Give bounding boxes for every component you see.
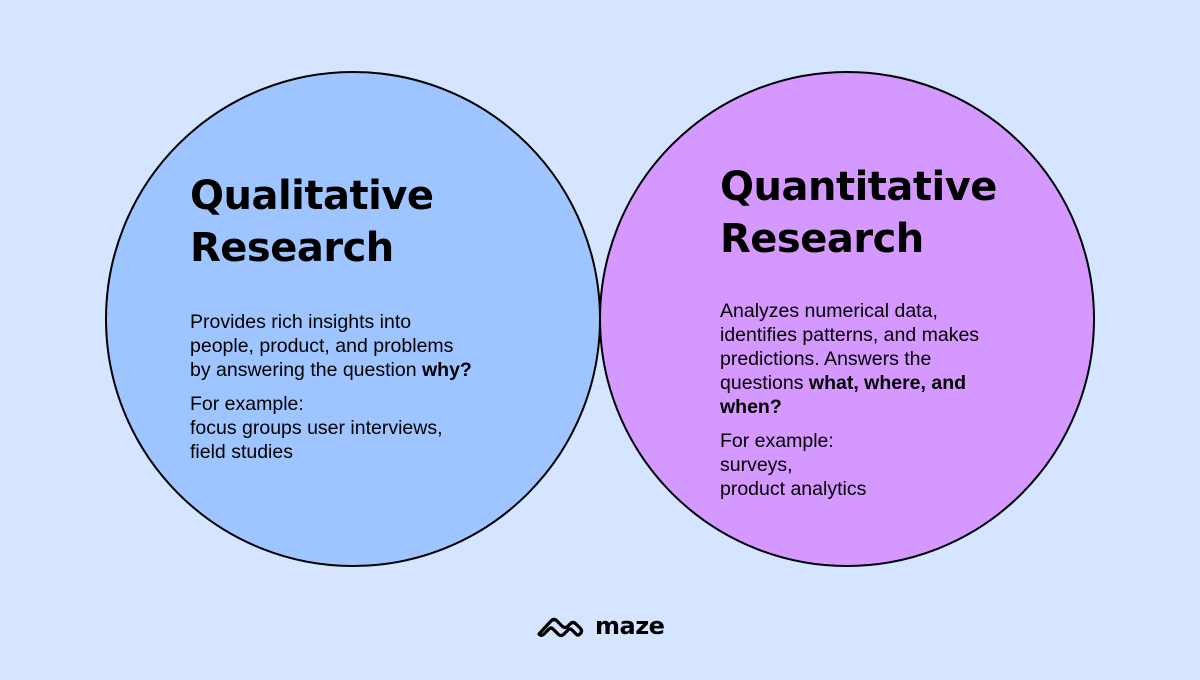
quantitative-circle-outline — [599, 71, 1095, 567]
qualitative-desc-line2: people, product, and problems — [190, 335, 454, 357]
qualitative-title: Qualitative Research — [190, 170, 434, 274]
quantitative-examples: For example: surveys, product analytics — [720, 429, 1020, 501]
quantitative-example-line2: product analytics — [720, 478, 867, 500]
quantitative-question-words-end: when? — [720, 396, 782, 418]
quantitative-desc-line3: predictions. Answers the — [720, 348, 932, 370]
quantitative-circle — [600, 72, 1094, 566]
quantitative-example-line1: surveys, — [720, 454, 793, 476]
quantitative-desc-line2: identifies patterns, and makes — [720, 324, 980, 346]
qualitative-desc-line3: by answering the question why? — [190, 358, 500, 382]
qualitative-example-label: For example: — [190, 393, 304, 415]
qualitative-example-line2: field studies — [190, 441, 293, 463]
quantitative-question-words: what, where, and — [808, 372, 967, 394]
qualitative-desc-line3-text: by answering the question — [190, 359, 422, 381]
qualitative-question-word: why? — [421, 359, 472, 381]
brand-name: maze — [595, 612, 665, 640]
quantitative-description: Analyzes numerical data, identifies patt… — [720, 299, 1020, 501]
qualitative-circle — [106, 72, 600, 566]
quantitative-title: Quantitative Research — [720, 161, 997, 265]
qualitative-examples: For example: focus groups user interview… — [190, 392, 500, 464]
quantitative-desc-line5: when? — [720, 395, 1020, 419]
quantitative-example-label: For example: — [720, 430, 834, 452]
qualitative-title-line2: Research — [190, 225, 394, 271]
qualitative-desc-line1: Provides rich insights into — [190, 311, 412, 333]
quantitative-desc-line4: questions what, where, and — [720, 371, 1020, 395]
qualitative-title-line1: Qualitative — [190, 173, 434, 219]
quantitative-desc-line4-text: questions — [720, 372, 809, 394]
quantitative-title-line2: Research — [720, 216, 924, 262]
quantitative-desc-line1: Analyzes numerical data, — [720, 300, 938, 322]
quantitative-title-line1: Quantitative — [720, 164, 997, 210]
maze-logo-icon — [537, 617, 584, 638]
qualitative-description: Provides rich insights into people, prod… — [190, 310, 500, 464]
maze-brand: maze — [535, 608, 665, 644]
qualitative-example-line1: focus groups user interviews, — [190, 417, 443, 439]
